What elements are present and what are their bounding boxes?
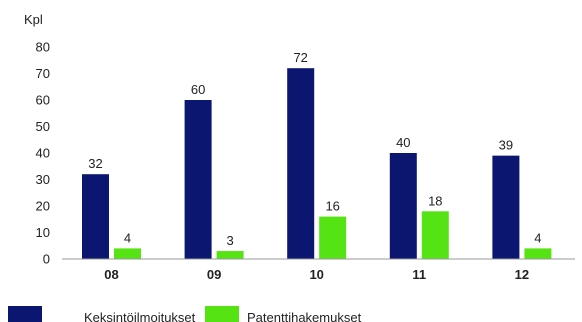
- y-tick-label: 0: [43, 252, 50, 267]
- y-tick-label: 80: [36, 40, 50, 55]
- y-tick-label: 60: [36, 93, 50, 108]
- legend: Keksintöilmoitukset Patenttihakemukset: [8, 306, 362, 322]
- bar-patenttihakemukset-10: [319, 217, 346, 259]
- legend-label: Patenttihakemukset: [247, 310, 362, 322]
- data-label: 32: [88, 156, 102, 171]
- bar-keksintoilmoitukset-08: [82, 174, 109, 259]
- bar-keksintoilmoitukset-10: [287, 68, 314, 259]
- data-label: 16: [325, 199, 339, 214]
- y-tick-label: 40: [36, 146, 50, 161]
- y-axis-ticks: 0 10 20 30 40 50 60 70 80: [36, 40, 50, 267]
- y-tick-label: 70: [36, 66, 50, 81]
- x-axis-ticks: 08 09 10 11 12: [104, 267, 529, 282]
- x-tick-label: 11: [412, 267, 426, 282]
- bar-keksintoilmoitukset-12: [492, 156, 519, 259]
- bar-patenttihakemukset-11: [422, 211, 449, 259]
- y-tick-label: 10: [36, 225, 50, 240]
- data-label: 4: [534, 230, 541, 245]
- y-tick-label: 50: [36, 119, 50, 134]
- data-label: 18: [428, 193, 442, 208]
- bar-patenttihakemukset-08: [114, 248, 141, 259]
- legend-label: Keksintöilmoitukset: [84, 310, 196, 322]
- bar-keksintoilmoitukset-11: [390, 153, 417, 259]
- bar-keksintoilmoitukset-09: [185, 100, 212, 259]
- y-tick-label: 20: [36, 199, 50, 214]
- data-label: 60: [191, 82, 205, 97]
- x-tick-label: 08: [104, 267, 118, 282]
- y-axis-unit-label: Kpl: [24, 12, 43, 27]
- x-tick-label: 09: [207, 267, 221, 282]
- bar-patenttihakemukset-12: [524, 248, 551, 259]
- data-labels: 32 4 60 3 72 16 40 18 39 4: [88, 50, 541, 248]
- y-tick-label: 30: [36, 172, 50, 187]
- data-label: 40: [396, 135, 410, 150]
- data-label: 3: [226, 233, 233, 248]
- bar-patenttihakemukset-09: [217, 251, 244, 259]
- bars: [82, 68, 551, 259]
- x-tick-label: 12: [515, 267, 529, 282]
- data-label: 72: [293, 50, 307, 65]
- data-label: 39: [499, 138, 513, 153]
- x-tick-label: 10: [309, 267, 323, 282]
- legend-swatch-patenttihakemukset: [205, 306, 239, 322]
- data-label: 4: [124, 230, 131, 245]
- legend-swatch-keksintoilmoitukset: [8, 306, 42, 322]
